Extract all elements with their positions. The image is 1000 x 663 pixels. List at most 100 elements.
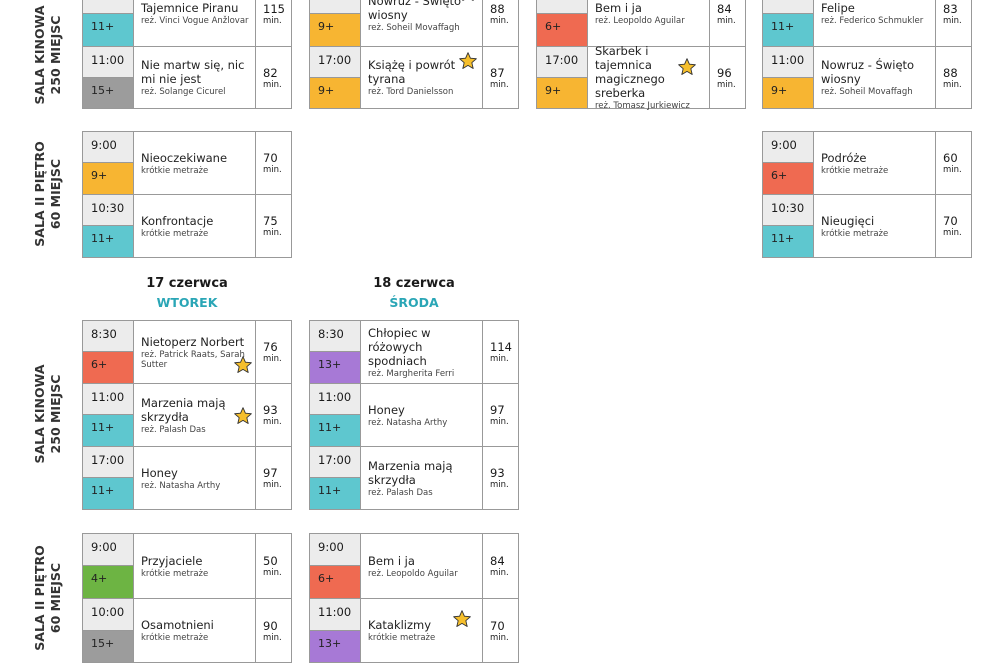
screening-time: 17:00 (310, 447, 360, 478)
film-director: reż. Tord Danielsson (368, 87, 454, 97)
time-age-column: 17:00 9+ (537, 47, 588, 108)
duration-unit: min. (263, 480, 282, 490)
film-info: Książę i powrót tyrana reż. Tord Daniels… (368, 47, 480, 108)
age-rating: 6+ (763, 163, 813, 194)
screening-row: 9:00 6+ Bem i ja reż. Leopoldo Aguilar 8… (310, 534, 518, 598)
age-rating: 11+ (763, 13, 813, 46)
film-director: reż. Palash Das (368, 487, 433, 498)
age-rating: 9+ (310, 77, 360, 108)
film-director: reż. Patrick Raats, Sarah Sutter (141, 349, 245, 370)
film-info: Bem i ja reż. Leopoldo Aguilar (368, 534, 480, 598)
age-rating: 6+ (83, 352, 133, 383)
duration-value: 60 (943, 151, 958, 165)
film-director: reż. Tomasz Jurkiewicz (595, 101, 690, 111)
film-director: reż. Natasha Arthy (368, 417, 448, 428)
age-rating: 11+ (310, 415, 360, 446)
age-rating: 15+ (83, 77, 133, 108)
screening-time: 9:00 (83, 132, 133, 163)
duration-value: 83 (943, 1, 958, 16)
film-director: reż. Leopoldo Aguilar (368, 568, 458, 579)
duration-unit: min. (263, 165, 282, 175)
duration-unit: min. (263, 15, 282, 26)
duration-unit: min. (943, 165, 962, 175)
star-icon (677, 57, 697, 77)
film-title: Nowruz - Święto wiosny (821, 58, 915, 86)
screening-time: 9:00 (763, 0, 813, 14)
room-label-pietro-bottom: SALA II PIĘTRO 60 MIEJSC (32, 545, 63, 651)
screening-time: 10:00 (83, 599, 133, 631)
film-title: Konfrontacje (141, 213, 214, 228)
film-director: krótkie metraże (368, 633, 436, 643)
duration-value: 93 (263, 403, 278, 417)
film-title: Osamotnieni (141, 618, 214, 632)
duration-value: 84 (490, 554, 505, 568)
duration: 88 min. (482, 0, 518, 46)
duration-unit: min. (263, 568, 282, 578)
screening-time: 11:00 (83, 47, 133, 78)
duration: 97 min. (482, 384, 518, 446)
film-director: krótkie metraże (141, 568, 209, 579)
age-rating: 4+ (83, 566, 133, 598)
time-age-column: 6+ (537, 0, 588, 46)
film-info: Honey reż. Natasha Arthy (368, 384, 480, 446)
age-rating: 9+ (83, 163, 133, 194)
duration-value: 87 (490, 65, 505, 80)
duration: 90 min. (255, 599, 291, 662)
film-info: Nieugięci krótkie metraże (821, 195, 933, 257)
room-label-kinowa-top: SALA KINOWA 250 MIEJSC (32, 5, 63, 105)
time-age-column: 10:00 15+ (83, 599, 134, 662)
duration: 82 min. (255, 47, 291, 108)
screening-row: 11:00 15+ Nie martw się, nic mi nie jest… (83, 46, 291, 108)
duration: 75 min. (255, 195, 291, 257)
duration: 84 min. (482, 534, 518, 598)
star-icon (458, 0, 478, 3)
duration-value: 97 (263, 466, 278, 480)
film-title: Skarbek i tajemnica magicznego sreberka (595, 44, 665, 100)
screening-time: 11:00 (763, 47, 813, 78)
screening-row: 11+ Tajemnice Piranu reż. Vinci Vogue An… (83, 0, 291, 46)
film-director: krótkie metraże (141, 228, 209, 239)
duration: 50 min. (255, 534, 291, 598)
film-info: Przyjaciele krótkie metraże (141, 534, 253, 598)
film-title: Książę i powrót tyrana (368, 58, 456, 86)
screening-row: 9:00 6+ Podróże krótkie metraże 60 min. (763, 132, 971, 194)
film-title: Honey (141, 465, 178, 480)
age-rating: 11+ (763, 226, 813, 257)
duration: 84 min. (709, 0, 745, 46)
film-title: Kataklizmy (368, 618, 432, 632)
screening-row: 8:30 6+ Nietoperz Norbert reż. Patrick R… (83, 321, 291, 383)
duration: 93 min. (482, 447, 518, 509)
duration-value: 70 (943, 214, 958, 228)
film-title: Bem i ja (368, 553, 415, 568)
time-age-column: 8:30 6+ (83, 321, 134, 383)
day-header-18: 18 czerwca ŚRODA (309, 276, 519, 310)
time-age-column: 11:00 13+ (310, 599, 361, 662)
film-info: Nie martw się, nic mi nie jest reż. Sola… (141, 47, 253, 108)
film-director: reż. Federico Schmukler (821, 16, 924, 26)
duration-unit: min. (263, 228, 282, 238)
duration: 96 min. (709, 47, 745, 108)
time-age-column: 17:00 11+ (310, 447, 361, 509)
schedule-card: 8:30 6+ Nietoperz Norbert reż. Patrick R… (82, 320, 292, 510)
duration: 70 min. (935, 195, 971, 257)
film-title: Chłopiec w różowych spodniach (368, 325, 431, 368)
star-icon (233, 406, 253, 426)
star-icon (458, 51, 478, 71)
time-age-column: 11:00 11+ (83, 384, 134, 446)
duration-unit: min. (263, 354, 282, 364)
duration-unit: min. (490, 79, 509, 90)
screening-row: 17:00 9+ Skarbek i tajemnica magicznego … (537, 44, 745, 111)
time-age-column: 11:00 15+ (83, 47, 134, 108)
day-date: 18 czerwca (373, 276, 455, 291)
screening-row: 9+ Nowruz - Święto wiosny reż. Soheil Mo… (310, 0, 518, 46)
film-title: Podróże (821, 150, 867, 165)
age-rating: 6+ (310, 566, 360, 598)
day-weekday: WTOREK (156, 295, 218, 310)
screening-row: 6+ Bem i ja reż. Leopoldo Aguilar 84 min… (537, 0, 745, 46)
screening-row: 8:30 13+ Chłopiec w różowych spodniach r… (310, 321, 518, 383)
screening-time: 9:00 (310, 534, 360, 566)
duration: 76 min. (255, 321, 291, 383)
duration: 97 min. (255, 447, 291, 509)
time-age-column: 17:00 11+ (83, 447, 134, 509)
age-rating: 15+ (83, 630, 133, 662)
